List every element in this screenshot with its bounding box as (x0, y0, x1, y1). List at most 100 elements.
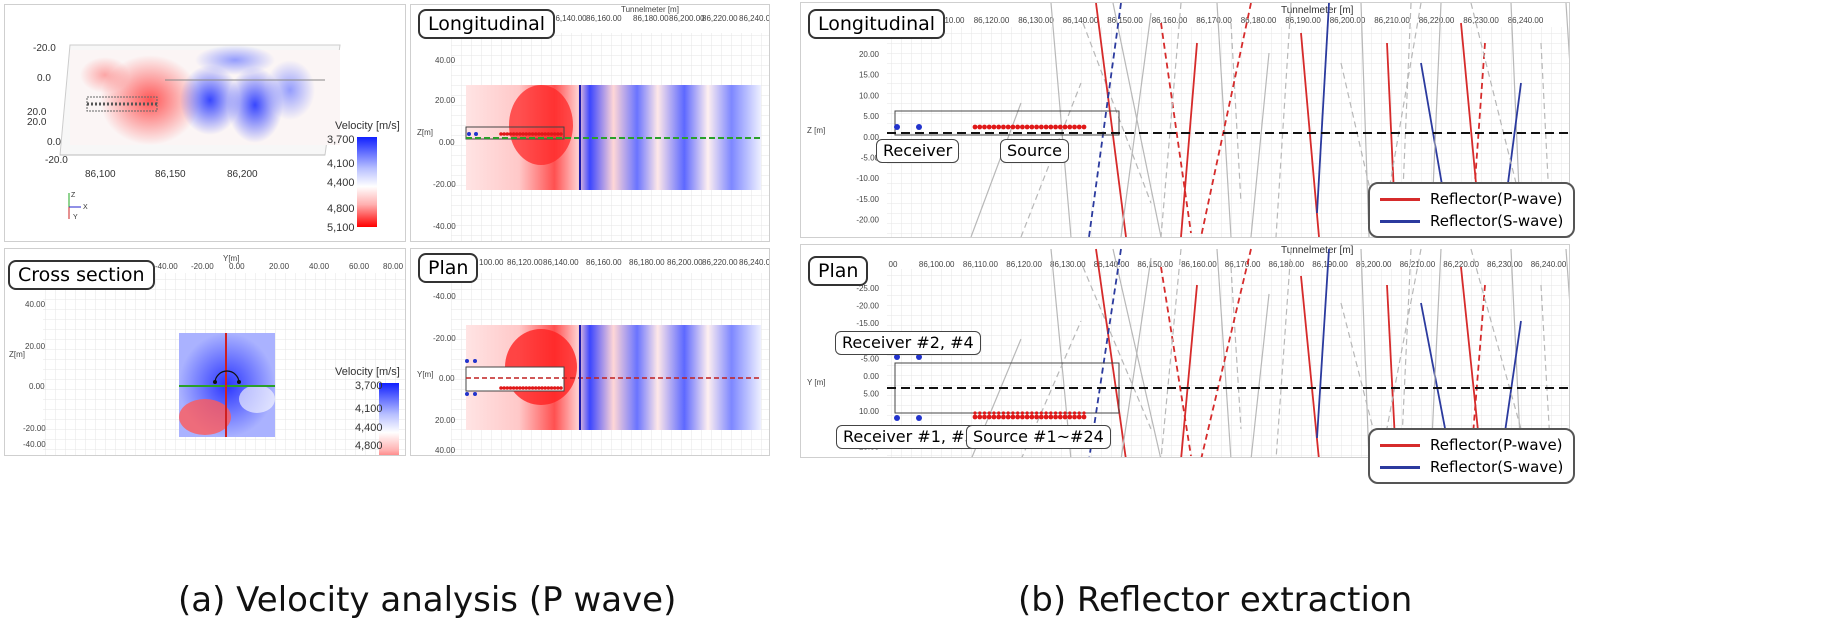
reflector-line (1275, 3, 1292, 237)
reflector-line (1216, 248, 1232, 457)
legend-p-wave-plan: Reflector(P-wave) (1380, 434, 1563, 456)
tag-a-plan: Plan (418, 253, 479, 283)
source-point (1072, 411, 1077, 415)
a-cross-xticks: -40.00 -20.00 0.00 20.00 40.00 60.00 80.… (155, 262, 404, 271)
source-point (533, 386, 538, 390)
x-tick-label: 86,160.00 (1181, 260, 1217, 269)
reflector-s-line (1316, 3, 1330, 214)
source-point (533, 132, 538, 136)
b-long-xticks: 86,110.00 86,120.00 86,130.00 86,140.00 86,1… (930, 16, 1544, 25)
triad-x: X (83, 204, 88, 211)
source-point (1063, 411, 1067, 415)
a-plan-yticks: -40.00 -20.00 0.00 20.00 40.00 (433, 292, 456, 455)
reflector-s-line (1316, 248, 1330, 439)
source-point (991, 124, 997, 130)
legend-b-longitudinal: Reflector(P-wave) Reflector(S-wave) (1368, 182, 1576, 238)
x-tick-label: 86,180.00 (1269, 260, 1305, 269)
svg-text:-40.00: -40.00 (155, 262, 178, 271)
source-point (511, 132, 516, 136)
source-point (546, 386, 551, 390)
source-point (1005, 414, 1011, 420)
a-long-xticks: 86,140.00 86,160.00 86,180.00 86,200.00 … (551, 14, 769, 23)
3d-xlabel-3: 86,200 (227, 169, 258, 180)
source-point (1024, 414, 1030, 420)
x-tick-label: 86,190.00 (1285, 16, 1321, 25)
reflector-line (1360, 248, 1370, 457)
x-tick-label: 86,230.00 (1463, 16, 1499, 25)
source-point (549, 132, 554, 136)
x-tick-label: 86,240.00 (1508, 16, 1544, 25)
source-point (1072, 124, 1077, 130)
svg-text:40.00: 40.00 (435, 56, 456, 65)
y-tick-label: -15.00 (856, 195, 879, 204)
source-point (543, 132, 548, 136)
svg-text:0.00: 0.00 (439, 374, 455, 383)
source-point (511, 386, 516, 390)
source-point (559, 386, 563, 390)
svg-text:20.00: 20.00 (435, 416, 456, 425)
source-point (540, 386, 544, 390)
source-point (549, 386, 554, 390)
x-tick-label: 86,190.00 (1312, 260, 1348, 269)
source-point (1029, 414, 1035, 420)
x-tick-label: 86,150.00 (1137, 260, 1173, 269)
a-cross-xtitle: Y[m] (223, 254, 239, 263)
source-point (1010, 124, 1016, 130)
svg-text:86,140.00: 86,140.00 (551, 14, 587, 23)
x-tick-label: 86,200.00 (1356, 260, 1392, 269)
reflector-p-line (1180, 42, 1198, 237)
legend-swatch-s (1380, 219, 1420, 223)
x-tick-label: 86,160.00 (1152, 16, 1188, 25)
source-point (1019, 414, 1025, 420)
svg-text:86,140.00: 86,140.00 (543, 258, 579, 267)
y-tick-label: -10.00 (856, 174, 879, 183)
source-point (556, 386, 560, 390)
source-point (972, 414, 978, 420)
source-point (502, 386, 506, 390)
svg-text:-40.00: -40.00 (433, 222, 456, 231)
svg-text:86,240.00: 86,240.00 (739, 258, 769, 267)
callout-source: Source (1000, 139, 1069, 163)
source-point (530, 132, 535, 136)
reflector-line (1565, 248, 1569, 300)
a-plan-xticks: 100.00 86,120.00 86,140.00 86,160.00 86,… (479, 258, 769, 267)
reflector-line (1400, 248, 1412, 457)
source-point (524, 132, 529, 136)
source-point (1053, 414, 1058, 420)
source-point (992, 411, 996, 415)
tag-cross-section: Cross section (8, 260, 155, 290)
b-long-sources (972, 124, 1087, 130)
3d-ylabel-2: 0.0 (37, 73, 51, 84)
reflector-p-line (1460, 266, 1482, 457)
svg-text:86,240.00: 86,240.00 (739, 14, 769, 23)
source-point (1062, 414, 1068, 420)
source-point (977, 414, 983, 420)
source-point (1077, 411, 1081, 415)
3d-ylabel-6: -20.0 (45, 155, 68, 166)
svg-text:-20.00: -20.00 (433, 180, 456, 189)
svg-text:-40.00: -40.00 (433, 292, 456, 301)
source-point (1034, 414, 1040, 420)
source-point (524, 386, 529, 390)
tag-b-longitudinal: Longitudinal (808, 9, 946, 39)
source-point (1001, 414, 1006, 420)
source-point (1034, 124, 1040, 130)
source-point (1005, 124, 1011, 130)
x-tick-label: 86,210.00 (1374, 16, 1410, 25)
svg-text:20.00: 20.00 (435, 96, 456, 105)
reflector-line (1275, 248, 1292, 457)
cb3d-tick-2: 4,400 (327, 177, 355, 189)
reflector-s-line (1088, 248, 1122, 457)
source-point (527, 132, 532, 136)
colorbar-title-cs: Velocity [m/s] (335, 366, 400, 378)
caption-b: (b) Reflector extraction (1018, 580, 1413, 620)
source-point (1038, 414, 1044, 420)
b-plan-xtitle: Tunnelmeter [m] (1281, 245, 1354, 256)
x-tick-label: 86,170.00 (1225, 260, 1261, 269)
reflector-line (1160, 3, 1182, 237)
source-point (556, 132, 560, 136)
x-tick-label: 86,220.00 (1419, 16, 1455, 25)
source-point (1001, 124, 1006, 130)
3d-ylabel-3: 20.0 (27, 107, 47, 118)
x-tick-label: 86,120.00 (1006, 260, 1042, 269)
